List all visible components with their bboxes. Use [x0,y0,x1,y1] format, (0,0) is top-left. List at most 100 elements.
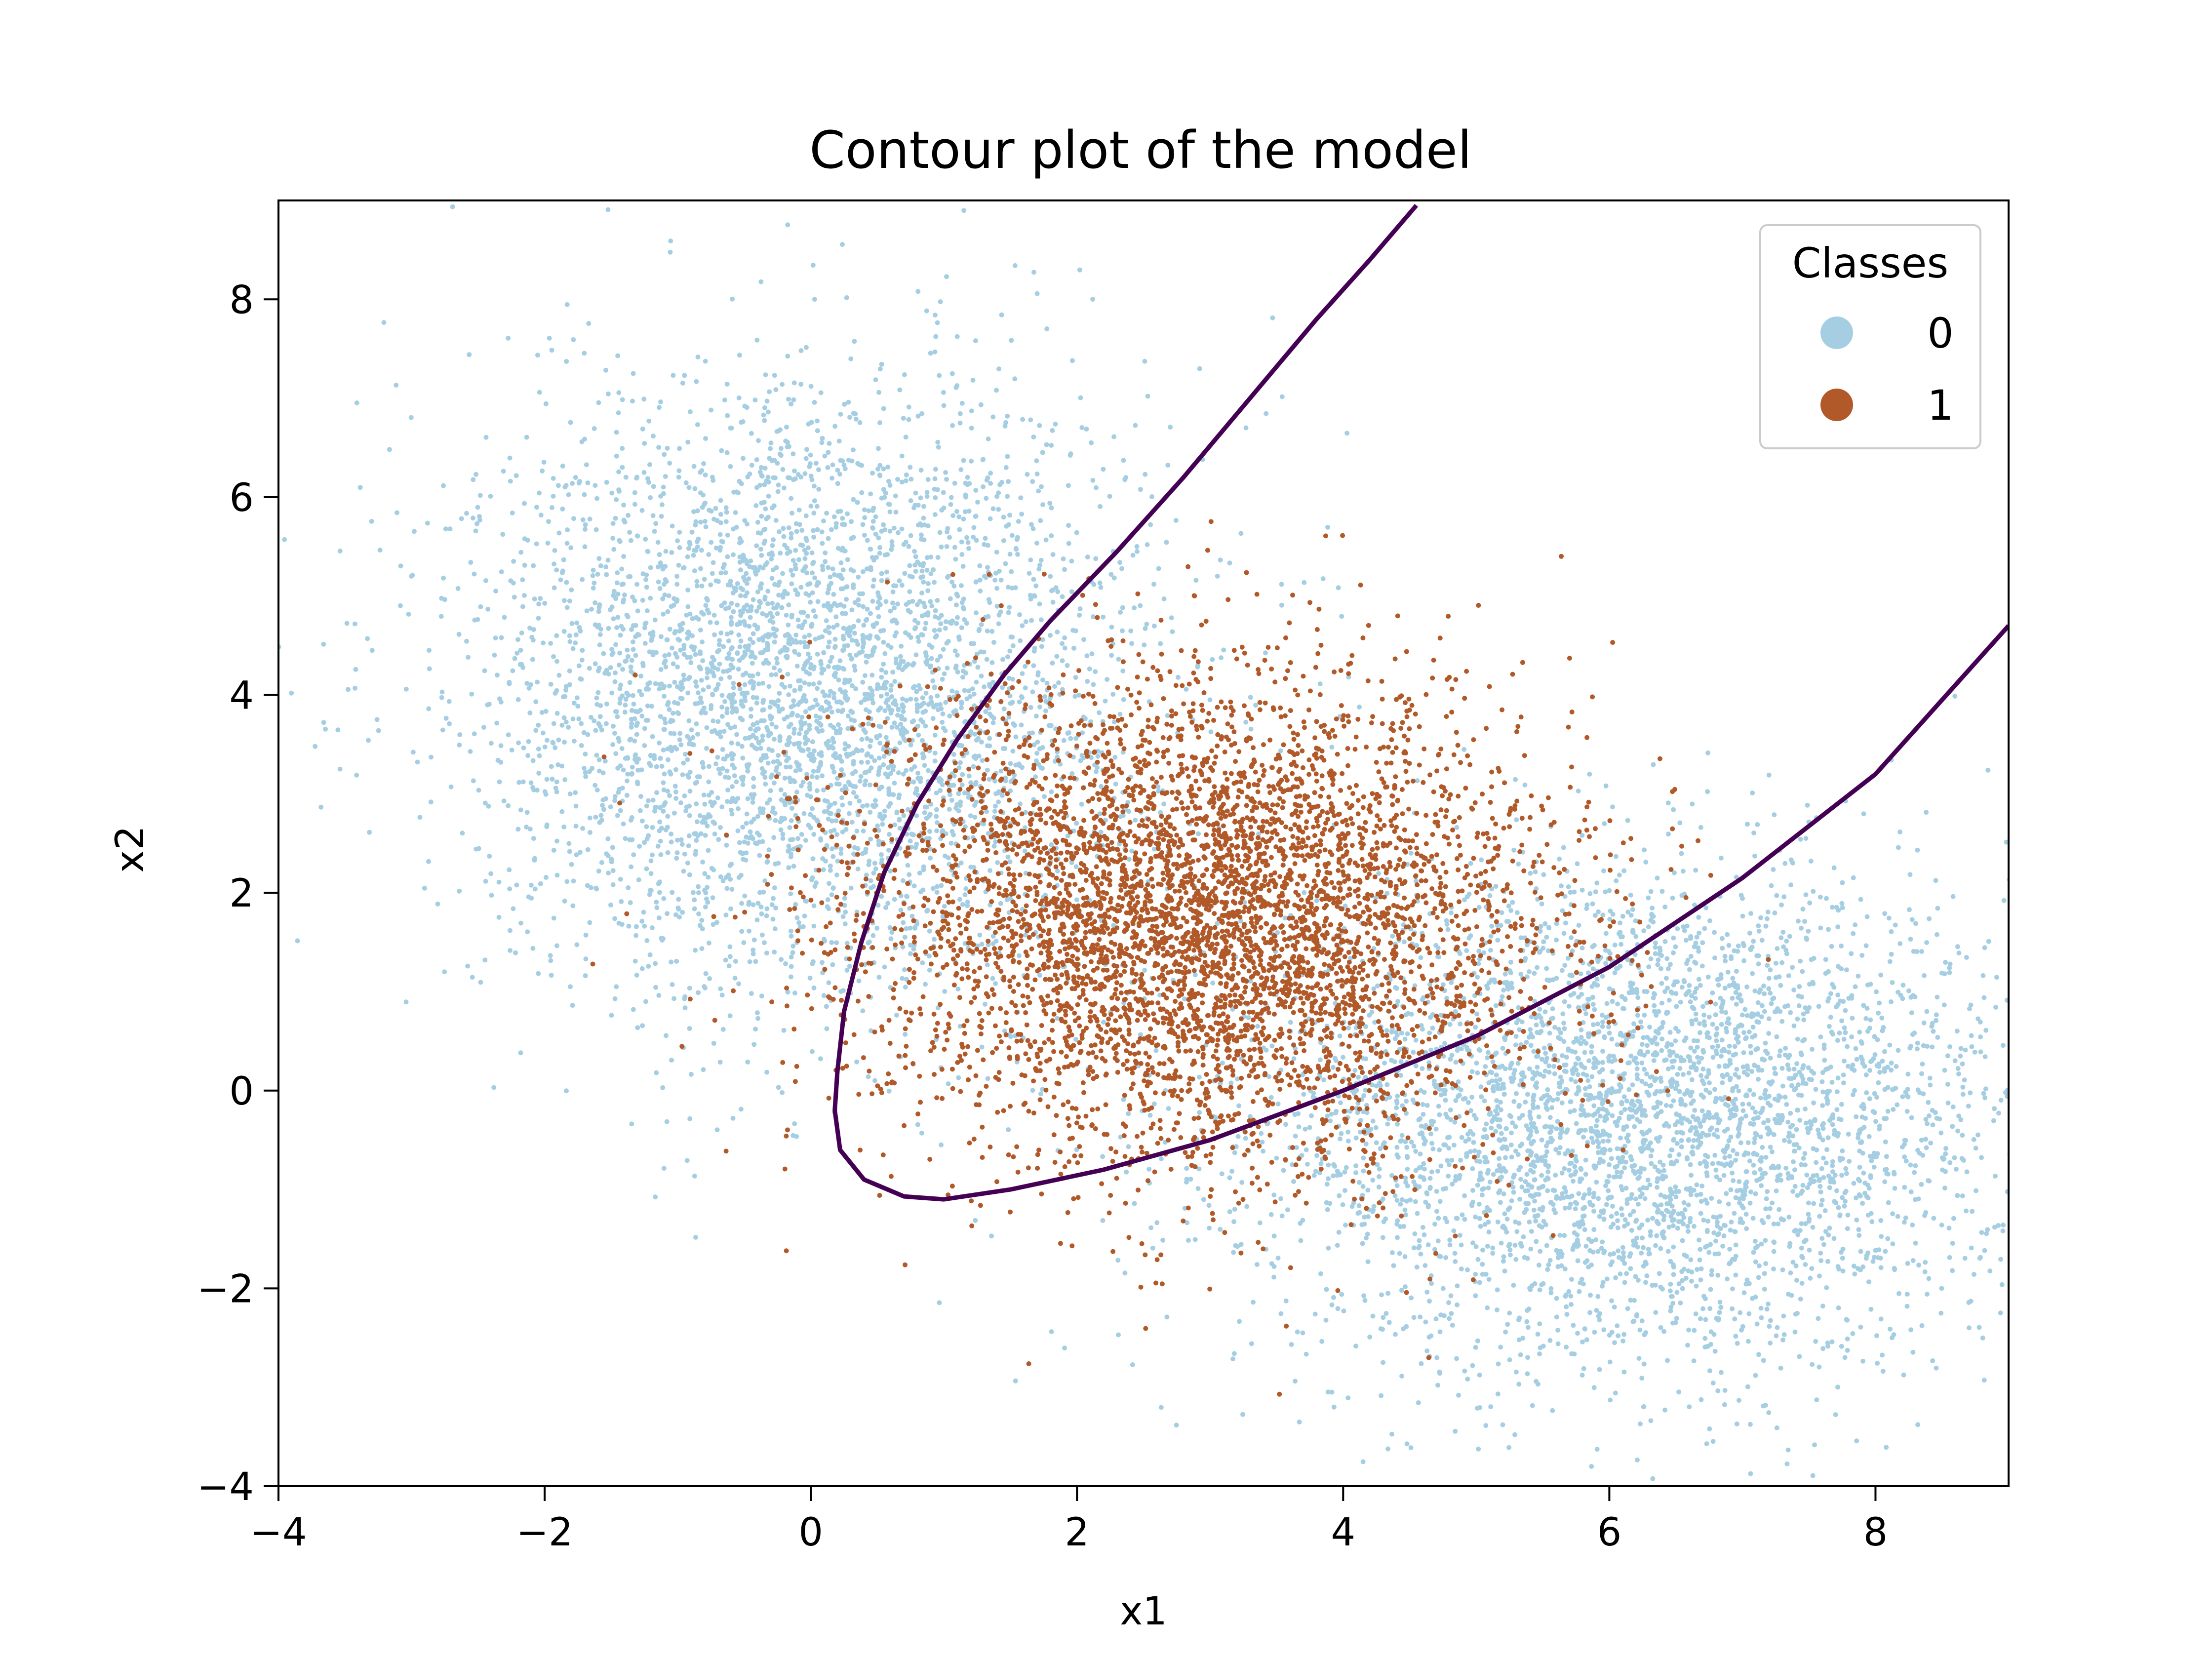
scatter-point-class-0 [1207,1225,1212,1231]
scatter-point-class-0 [1539,1173,1544,1178]
scatter-point-class-0 [1473,1344,1478,1350]
scatter-point-class-0 [1674,1290,1680,1295]
scatter-point-class-0 [1317,1057,1323,1063]
scatter-point-class-0 [1979,1155,1984,1160]
scatter-point-class-0 [1419,1023,1424,1028]
scatter-point-class-0 [1589,1044,1594,1049]
scatter-point-class-0 [1561,1039,1567,1044]
scatter-point-class-0 [1477,1216,1482,1221]
scatter-point-class-0 [1493,884,1499,889]
scatter-point-class-0 [1906,907,1912,912]
scatter-point-class-0 [1487,980,1492,986]
scatter-point-class-0 [1671,807,1676,812]
scatter-point-class-0 [1931,1216,1936,1221]
scatter-point-class-0 [1495,1391,1501,1397]
scatter-point-class-0 [1856,1177,1861,1182]
scatter-point-class-0 [1668,1304,1674,1310]
scatter-point-class-0 [1852,1088,1857,1093]
scatter-point-class-0 [1590,1140,1596,1145]
scatter-point-class-0 [1543,1177,1548,1183]
scatter-point-class-0 [1662,939,1668,944]
scatter-point-class-0 [1696,977,1701,982]
scatter-point-class-0 [1314,898,1319,904]
scatter-point-class-0 [1495,1219,1501,1224]
scatter-point-class-0 [1665,800,1671,806]
scatter-point-class-0 [1572,1172,1577,1177]
scatter-point-class-0 [1338,1136,1343,1142]
scatter-point-class-0 [1600,1019,1605,1025]
scatter-point-class-0 [1586,1112,1591,1118]
scatter-point-class-0 [1924,940,1930,945]
scatter-point-class-0 [1714,1174,1719,1180]
scatter-point-class-0 [1455,1048,1460,1053]
scatter-point-class-0 [551,654,556,659]
scatter-point-class-0 [845,557,850,562]
scatter-point-class-0 [993,981,998,986]
scatter-point-class-0 [1642,1066,1647,1072]
scatter-point-class-0 [1559,883,1564,889]
scatter-point-class-0 [1924,1009,1930,1014]
scatter-point-class-0 [1801,1017,1807,1023]
scatter-point-class-0 [795,617,801,623]
scatter-point-class-0 [1544,977,1550,983]
scatter-point-class-0 [1416,1117,1422,1123]
scatter-point-class-0 [1837,1212,1843,1218]
scatter-point-class-0 [1752,853,1757,859]
scatter-point-class-0 [1748,1050,1754,1056]
scatter-point-class-0 [1579,1035,1584,1040]
scatter-point-class-0 [1789,1076,1794,1081]
scatter-point-class-0 [1342,1188,1347,1193]
scatter-point-class-0 [1268,1095,1274,1100]
scatter-point-class-0 [1552,1071,1557,1076]
scatter-point-class-0 [1616,1155,1621,1161]
scatter-point-class-0 [1729,956,1734,961]
scatter-point-class-0 [1583,1172,1588,1177]
scatter-point-class-0 [1818,1034,1823,1040]
scatter-point-class-0 [1934,1012,1939,1018]
scatter-point-class-0 [1688,1257,1694,1263]
scatter-point-class-0 [1164,1314,1170,1320]
scatter-point-class-0 [1721,1173,1727,1178]
scatter-point-class-0 [1501,980,1507,986]
scatter-point-class-0 [1715,1388,1721,1393]
scatter-point-class-0 [1710,1161,1715,1166]
scatter-point-class-0 [595,572,600,577]
scatter-point-class-0 [1573,1079,1579,1084]
scatter-point-class-0 [1718,1214,1723,1219]
scatter-point-class-0 [1845,1347,1850,1353]
scatter-point-class-0 [1670,1050,1676,1055]
scatter-point-class-0 [1459,1135,1464,1140]
scatter-point-class-0 [1528,1129,1534,1134]
scatter-point-class-0 [1573,1157,1579,1162]
scatter-point-class-0 [584,608,590,614]
scatter-point-class-0 [1945,1100,1951,1106]
scatter-point-class-0 [618,808,623,813]
scatter-point-class-0 [1692,1049,1697,1054]
scatter-point-class-0 [516,740,521,746]
scatter-point-class-0 [816,467,821,473]
scatter-point-class-0 [1536,1192,1541,1197]
scatter-point-class-0 [1486,1050,1491,1055]
scatter-point-class-0 [1733,1334,1738,1339]
scatter-point-class-0 [1583,1011,1589,1017]
scatter-point-class-0 [1752,1136,1758,1141]
scatter-point-class-0 [1401,1224,1406,1229]
scatter-point-class-0 [1935,1035,1940,1040]
scatter-point-class-0 [1768,967,1773,973]
scatter-point-class-0 [1242,900,1247,905]
scatter-point-class-0 [1909,1115,1914,1120]
scatter-point-class-0 [1692,989,1698,995]
scatter-point-class-0 [1632,1124,1637,1129]
scatter-point-class-0 [1084,653,1090,659]
scatter-point-class-0 [616,739,622,744]
scatter-point-class-0 [1507,1310,1512,1316]
scatter-point-class-0 [1930,1044,1935,1050]
scatter-point-class-0 [1652,1164,1658,1170]
scatter-point-class-0 [1143,626,1148,631]
scatter-point-class-0 [860,1008,866,1014]
scatter-point-class-0 [1238,918,1244,924]
scatter-point-class-0 [1342,1169,1347,1175]
scatter-point-class-0 [570,1003,575,1008]
scatter-point-class-0 [1850,1331,1856,1336]
scatter-point-class-0 [1511,847,1517,853]
